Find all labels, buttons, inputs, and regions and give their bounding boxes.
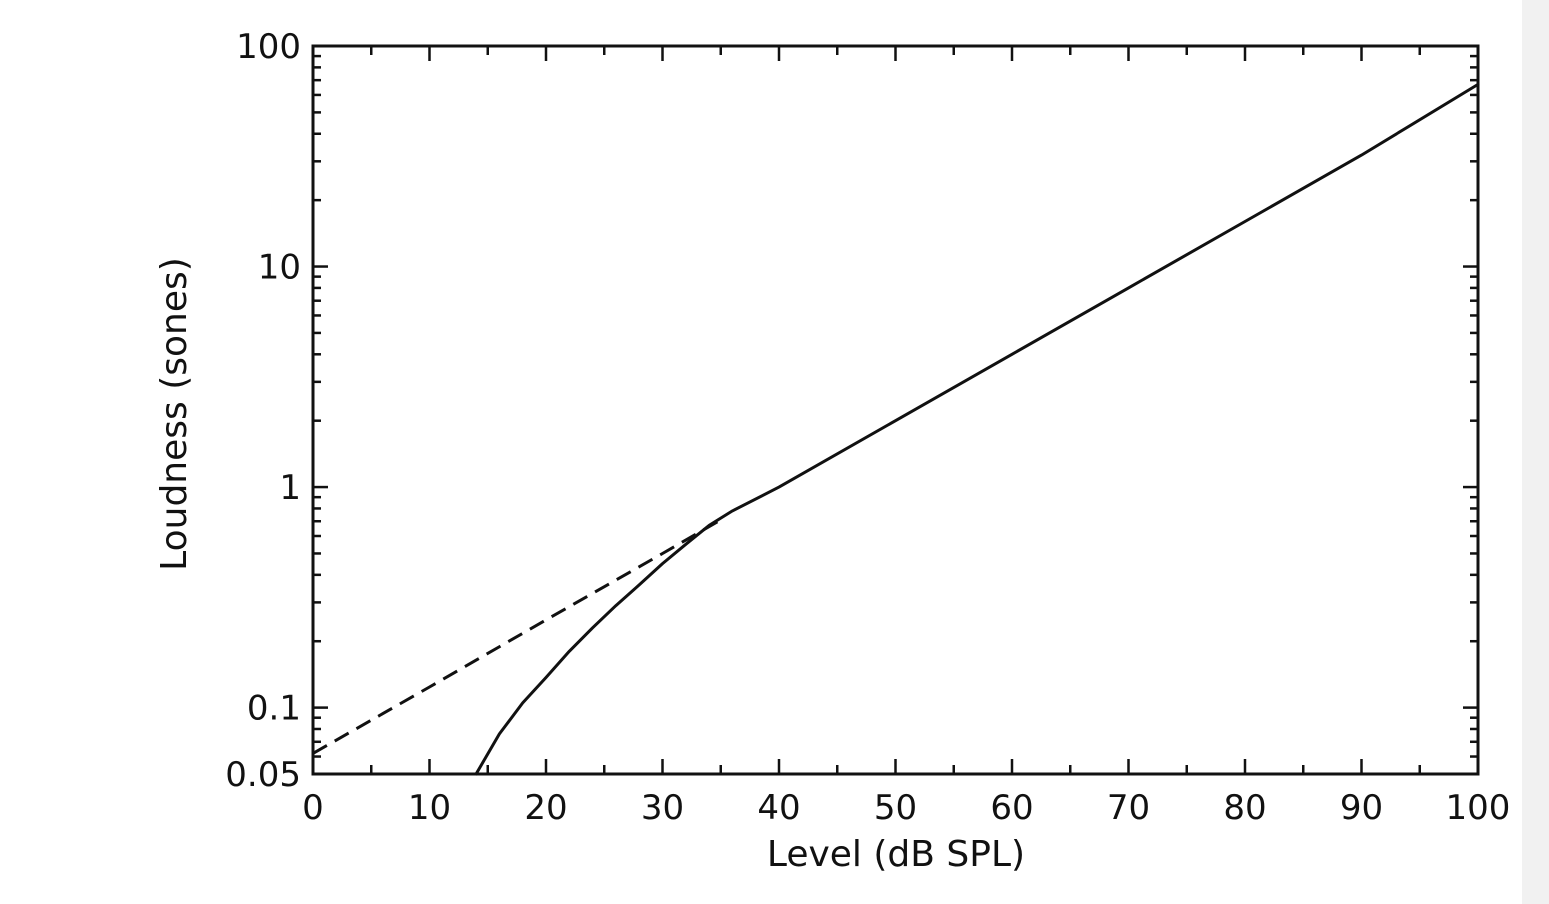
x-tick-label: 60 — [990, 788, 1033, 828]
x-tick-label: 100 — [1446, 788, 1511, 828]
x-tick-label: 80 — [1223, 788, 1266, 828]
x-tick-label: 0 — [302, 788, 324, 828]
x-tick-label: 90 — [1340, 788, 1383, 828]
y-tick-label: 1 — [279, 468, 301, 508]
axis-ticks — [311, 44, 1480, 776]
y-tick-label: 0.05 — [225, 755, 301, 795]
page-edge-shadow — [1522, 0, 1549, 904]
y-tick-labels: 0.05 0.1 1 10 100 — [225, 27, 301, 795]
x-tick-label: 40 — [757, 788, 800, 828]
x-tick-label: 50 — [874, 788, 917, 828]
dashed-series-line — [312, 518, 722, 755]
x-tick-label: 70 — [1107, 788, 1150, 828]
y-tick-label: 0.1 — [247, 689, 301, 729]
x-tick-labels: 0 10 20 30 40 50 60 70 80 90 100 — [302, 788, 1510, 828]
x-tick-label: 30 — [641, 788, 684, 828]
x-tick-label: 20 — [524, 788, 567, 828]
plot-frame — [311, 44, 1480, 776]
y-tick-label: 10 — [258, 248, 301, 288]
y-tick-label: 100 — [236, 27, 301, 67]
x-axis-title: Level (dB SPL) — [767, 834, 1025, 875]
series-layer — [312, 82, 1480, 776]
y-axis-title: Loudness (sones) — [154, 257, 195, 571]
x-tick-label: 10 — [408, 788, 451, 828]
solid-series-line — [474, 82, 1480, 776]
